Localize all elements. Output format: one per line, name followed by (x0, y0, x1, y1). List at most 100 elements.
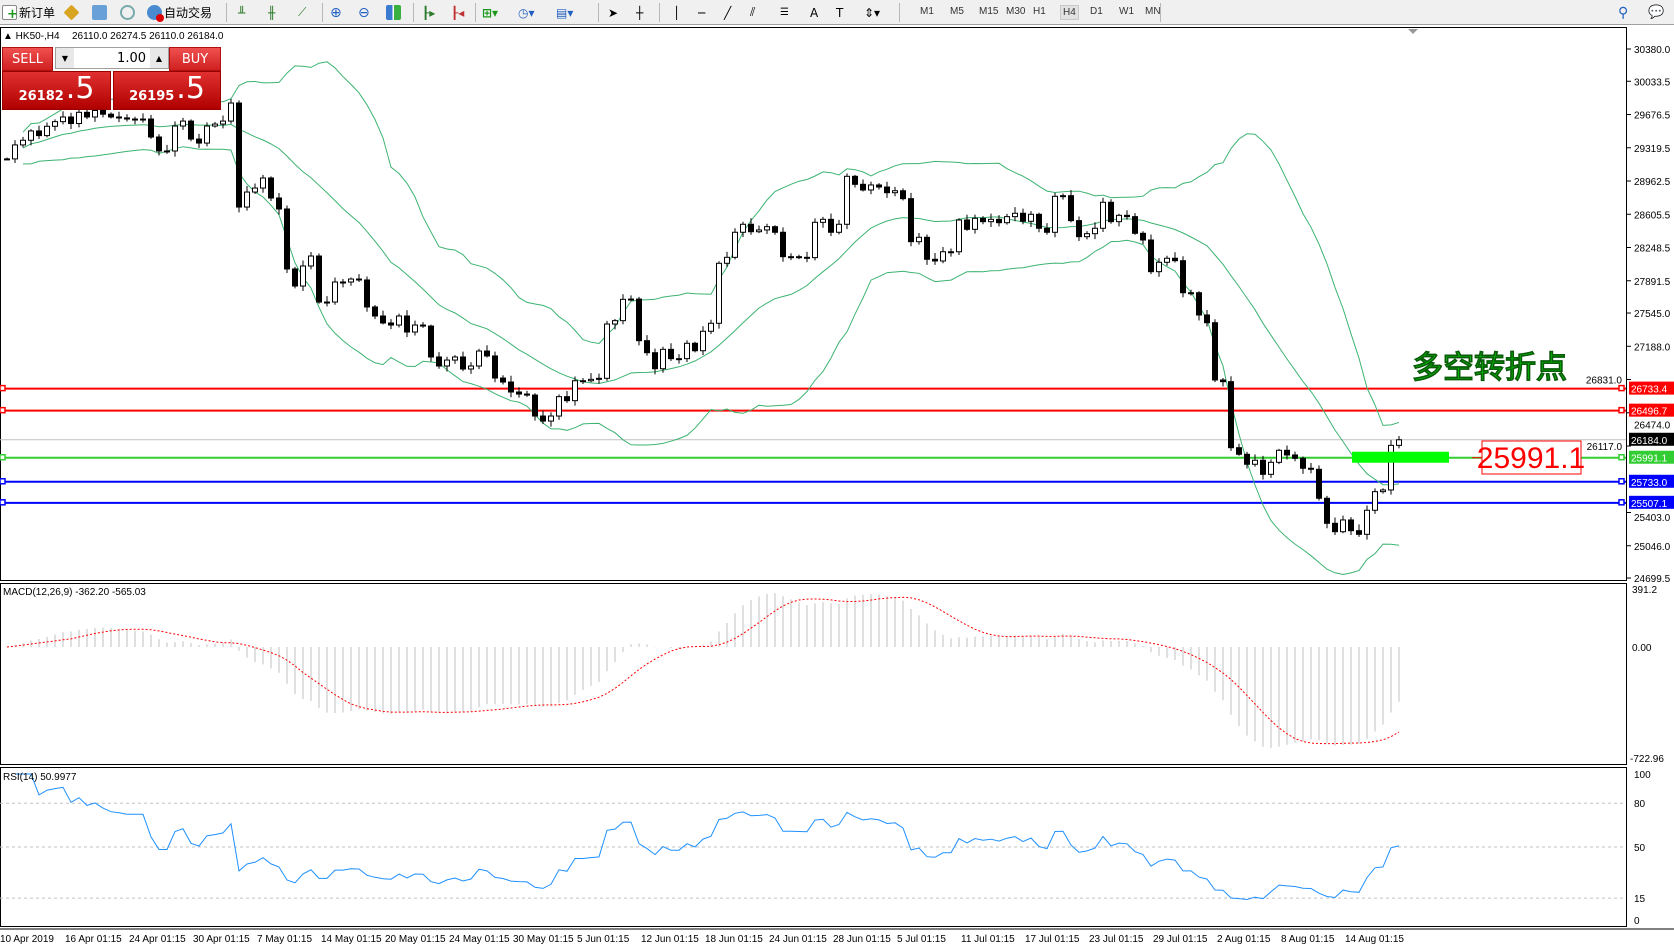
candle[interactable] (228, 98, 234, 124)
candle[interactable] (356, 274, 362, 283)
arrows-icon[interactable]: ⇕▾ (864, 5, 881, 20)
candle[interactable] (236, 100, 242, 213)
candle[interactable] (740, 221, 746, 238)
candle[interactable] (524, 390, 530, 397)
candle[interactable] (1260, 455, 1266, 480)
timeframe-m5[interactable]: M5 (950, 6, 964, 17)
candle[interactable] (436, 352, 442, 369)
candle[interactable] (1364, 505, 1370, 540)
candle[interactable] (1204, 310, 1210, 327)
sell-price-button[interactable]: 26182.5 (2, 71, 111, 110)
candle[interactable] (164, 144, 170, 154)
candle[interactable] (1380, 488, 1386, 494)
candle[interactable] (1140, 231, 1146, 245)
candle[interactable] (204, 122, 210, 147)
candle[interactable] (1156, 258, 1162, 277)
candle[interactable] (36, 125, 42, 140)
auto-trading-button[interactable]: 自动交易 (147, 3, 212, 22)
search-icon[interactable]: ⚲ (1618, 4, 1629, 21)
candle[interactable] (1028, 211, 1034, 227)
candle[interactable] (1020, 208, 1026, 225)
candle[interactable] (900, 188, 906, 201)
candle[interactable] (364, 276, 370, 312)
candle[interactable] (1212, 319, 1218, 383)
candle[interactable] (1100, 197, 1106, 233)
signals-icon[interactable] (120, 3, 135, 22)
candle[interactable] (1044, 223, 1050, 235)
line-handle[interactable] (1618, 453, 1625, 461)
candle[interactable] (1388, 440, 1394, 495)
navigator-icon[interactable] (92, 3, 107, 22)
candle[interactable] (1268, 459, 1274, 478)
candle[interactable] (676, 354, 682, 364)
candle[interactable] (20, 136, 26, 148)
candle[interactable] (1316, 465, 1322, 501)
candle[interactable] (1188, 289, 1194, 296)
timeframe-h4[interactable]: H4 (1060, 5, 1079, 20)
candle[interactable] (116, 111, 122, 123)
candle[interactable] (244, 185, 250, 211)
horizontal-line-icon[interactable]: ─ (698, 5, 706, 20)
buy-button[interactable]: BUY (169, 47, 221, 71)
line-handle[interactable] (1618, 499, 1625, 506)
candle[interactable] (852, 174, 858, 188)
support-zone[interactable] (1352, 451, 1449, 463)
timeframe-m1[interactable]: M1 (920, 6, 934, 17)
timeframe-m15[interactable]: M15 (979, 6, 999, 17)
candle[interactable] (860, 179, 866, 192)
candle[interactable] (1084, 231, 1090, 240)
candle[interactable] (388, 319, 394, 330)
templates-icon[interactable]: ▤▾ (556, 5, 574, 20)
candle[interactable] (188, 119, 194, 142)
candle[interactable] (1060, 193, 1066, 200)
candle[interactable] (1348, 517, 1354, 535)
candle[interactable] (732, 228, 738, 260)
candle[interactable] (916, 233, 922, 245)
candle[interactable] (644, 335, 650, 356)
timeframe-w1[interactable]: W1 (1119, 6, 1134, 17)
candle[interactable] (580, 378, 586, 384)
candle[interactable] (1220, 378, 1226, 387)
candle[interactable] (636, 296, 642, 346)
line-handle[interactable] (0, 453, 6, 461)
candle[interactable] (1324, 495, 1330, 529)
bar-chart-icon[interactable]: ╨ (238, 5, 246, 20)
candle[interactable] (1068, 190, 1074, 223)
candle[interactable] (124, 114, 130, 122)
candle[interactable] (148, 114, 154, 139)
sell-button[interactable]: SELL (2, 47, 53, 71)
timeframe-d1[interactable]: D1 (1090, 6, 1103, 17)
candle[interactable] (284, 205, 290, 273)
candlestick-icon[interactable]: ╫ (268, 5, 276, 20)
trendline-icon[interactable]: ╱ (724, 5, 732, 20)
candle[interactable] (964, 214, 970, 231)
candle[interactable] (1228, 376, 1234, 451)
candle[interactable] (668, 343, 674, 361)
chart-shift-icon[interactable]: ┠◂ (451, 5, 465, 20)
periods-icon[interactable]: ◷▾ (518, 5, 535, 20)
candle[interactable] (180, 117, 186, 130)
candle[interactable] (332, 277, 338, 305)
candle[interactable] (756, 225, 762, 234)
candle[interactable] (508, 375, 514, 398)
candle[interactable] (412, 320, 418, 336)
candle[interactable] (652, 348, 658, 375)
chat-icon[interactable]: 💬 (1648, 5, 1665, 20)
timeframe-m30[interactable]: M30 (1006, 6, 1026, 17)
candle[interactable] (1036, 212, 1042, 233)
candle[interactable] (1340, 515, 1346, 534)
candle[interactable] (460, 351, 466, 372)
candle[interactable] (876, 183, 882, 190)
candle[interactable] (1300, 456, 1306, 474)
text-icon[interactable]: A (810, 5, 819, 20)
candle[interactable] (1004, 213, 1010, 225)
candle[interactable] (588, 373, 594, 383)
fibonacci-icon[interactable]: ☰ (780, 7, 789, 18)
timeframe-h1[interactable]: H1 (1033, 6, 1046, 17)
candle[interactable] (452, 355, 458, 364)
candle[interactable] (52, 119, 58, 131)
candle[interactable] (868, 181, 874, 195)
candle[interactable] (220, 115, 226, 129)
candle[interactable] (196, 133, 202, 148)
